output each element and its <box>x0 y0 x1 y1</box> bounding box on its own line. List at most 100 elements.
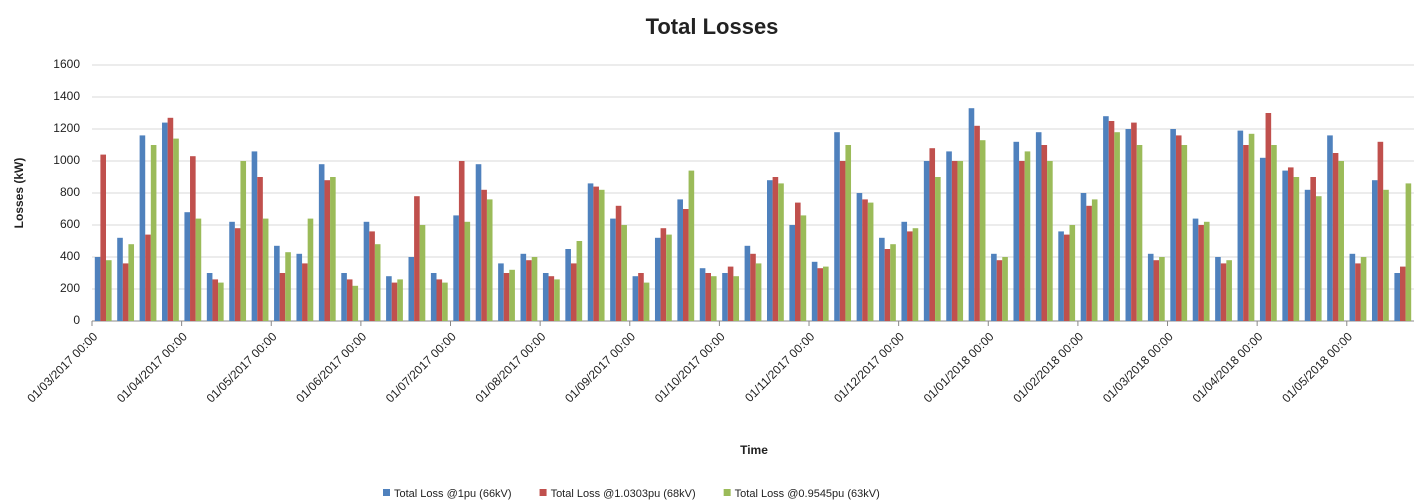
chart-title: Total Losses <box>646 14 779 39</box>
bar <box>184 212 191 321</box>
bar <box>475 164 482 321</box>
bar <box>1349 253 1356 321</box>
bar <box>251 151 258 321</box>
bar <box>755 263 762 321</box>
bar <box>817 268 824 321</box>
bar <box>498 263 504 321</box>
bar <box>1035 132 1042 321</box>
bar <box>1248 133 1255 321</box>
bar <box>610 218 616 321</box>
bar <box>458 161 465 321</box>
bar <box>1338 161 1344 321</box>
bar <box>386 276 392 321</box>
bar <box>682 209 689 321</box>
bar <box>1175 135 1182 321</box>
bar <box>660 228 667 321</box>
bar <box>733 276 739 321</box>
bar <box>856 193 863 321</box>
bar <box>587 183 594 321</box>
legend-swatch <box>539 489 547 496</box>
bar <box>520 253 527 321</box>
x-tick-label: 01/11/2017 00:00 <box>742 329 818 405</box>
y-tick-label: 600 <box>60 217 80 231</box>
bar <box>979 140 986 321</box>
bar <box>1080 193 1087 321</box>
bar <box>834 132 840 321</box>
bar <box>867 202 874 321</box>
legend-swatch <box>383 489 390 496</box>
bar <box>862 199 868 321</box>
bar <box>190 156 196 321</box>
bar <box>509 269 515 321</box>
bar <box>274 245 280 321</box>
bar <box>1091 199 1098 321</box>
bar <box>1203 221 1210 321</box>
bar <box>341 273 347 321</box>
bar <box>1243 145 1249 321</box>
bar <box>789 225 796 321</box>
bar <box>548 276 555 321</box>
bar <box>638 273 644 321</box>
y-tick-label: 1600 <box>53 57 80 71</box>
bar <box>946 151 952 321</box>
bar <box>150 145 157 321</box>
bar <box>346 279 353 321</box>
bar <box>408 257 415 321</box>
bar <box>1125 129 1132 321</box>
bar <box>722 273 728 321</box>
bar <box>1108 121 1115 321</box>
bar <box>710 276 717 321</box>
bar <box>907 231 913 321</box>
y-tick-label: 400 <box>60 249 80 263</box>
bar <box>324 180 331 321</box>
bar <box>1383 189 1389 321</box>
bar <box>503 273 510 321</box>
bar <box>486 199 493 321</box>
legend-label: Total Loss @0.9545pu (63kV) <box>735 488 880 500</box>
bar <box>598 189 605 321</box>
bar <box>1170 129 1176 321</box>
bar <box>957 161 964 321</box>
bar <box>173 138 179 321</box>
x-axis-title: Time <box>740 443 768 457</box>
bar <box>257 177 263 321</box>
x-tick-label: 01/12/2017 00:00 <box>831 329 907 405</box>
bar <box>128 244 135 321</box>
bar <box>795 202 801 321</box>
bar <box>951 161 958 321</box>
bar <box>890 244 896 321</box>
bar <box>1237 130 1244 321</box>
y-tick-label: 200 <box>60 281 80 295</box>
bar <box>1394 273 1400 321</box>
bar <box>1103 116 1109 321</box>
bar <box>1058 231 1064 321</box>
bar <box>632 276 639 321</box>
bar <box>363 221 370 321</box>
y-axis-title: Losses (kW) <box>12 158 26 229</box>
bar <box>234 228 241 321</box>
bar <box>296 253 303 321</box>
bar <box>1047 161 1053 321</box>
legend-label: Total Loss @1pu (66kV) <box>394 488 512 500</box>
bar <box>1259 157 1266 321</box>
bar <box>122 263 129 321</box>
bar <box>1293 177 1300 321</box>
bar <box>285 252 291 321</box>
bar <box>1063 234 1070 321</box>
bar <box>1377 141 1384 321</box>
bar <box>374 244 381 321</box>
bar <box>145 234 151 321</box>
bar <box>744 245 751 321</box>
bar <box>464 221 471 321</box>
bar <box>391 282 398 321</box>
y-tick-label: 1400 <box>53 89 80 103</box>
bar <box>1215 257 1221 321</box>
bar <box>1304 189 1311 321</box>
x-tick-label: 01/10/2017 00:00 <box>652 329 728 405</box>
bar <box>884 249 891 321</box>
bar <box>1159 257 1165 321</box>
bar <box>453 215 459 321</box>
x-tick-label: 01/02/2018 00:00 <box>1010 329 1086 405</box>
bar <box>442 282 448 321</box>
bar <box>1136 145 1143 321</box>
